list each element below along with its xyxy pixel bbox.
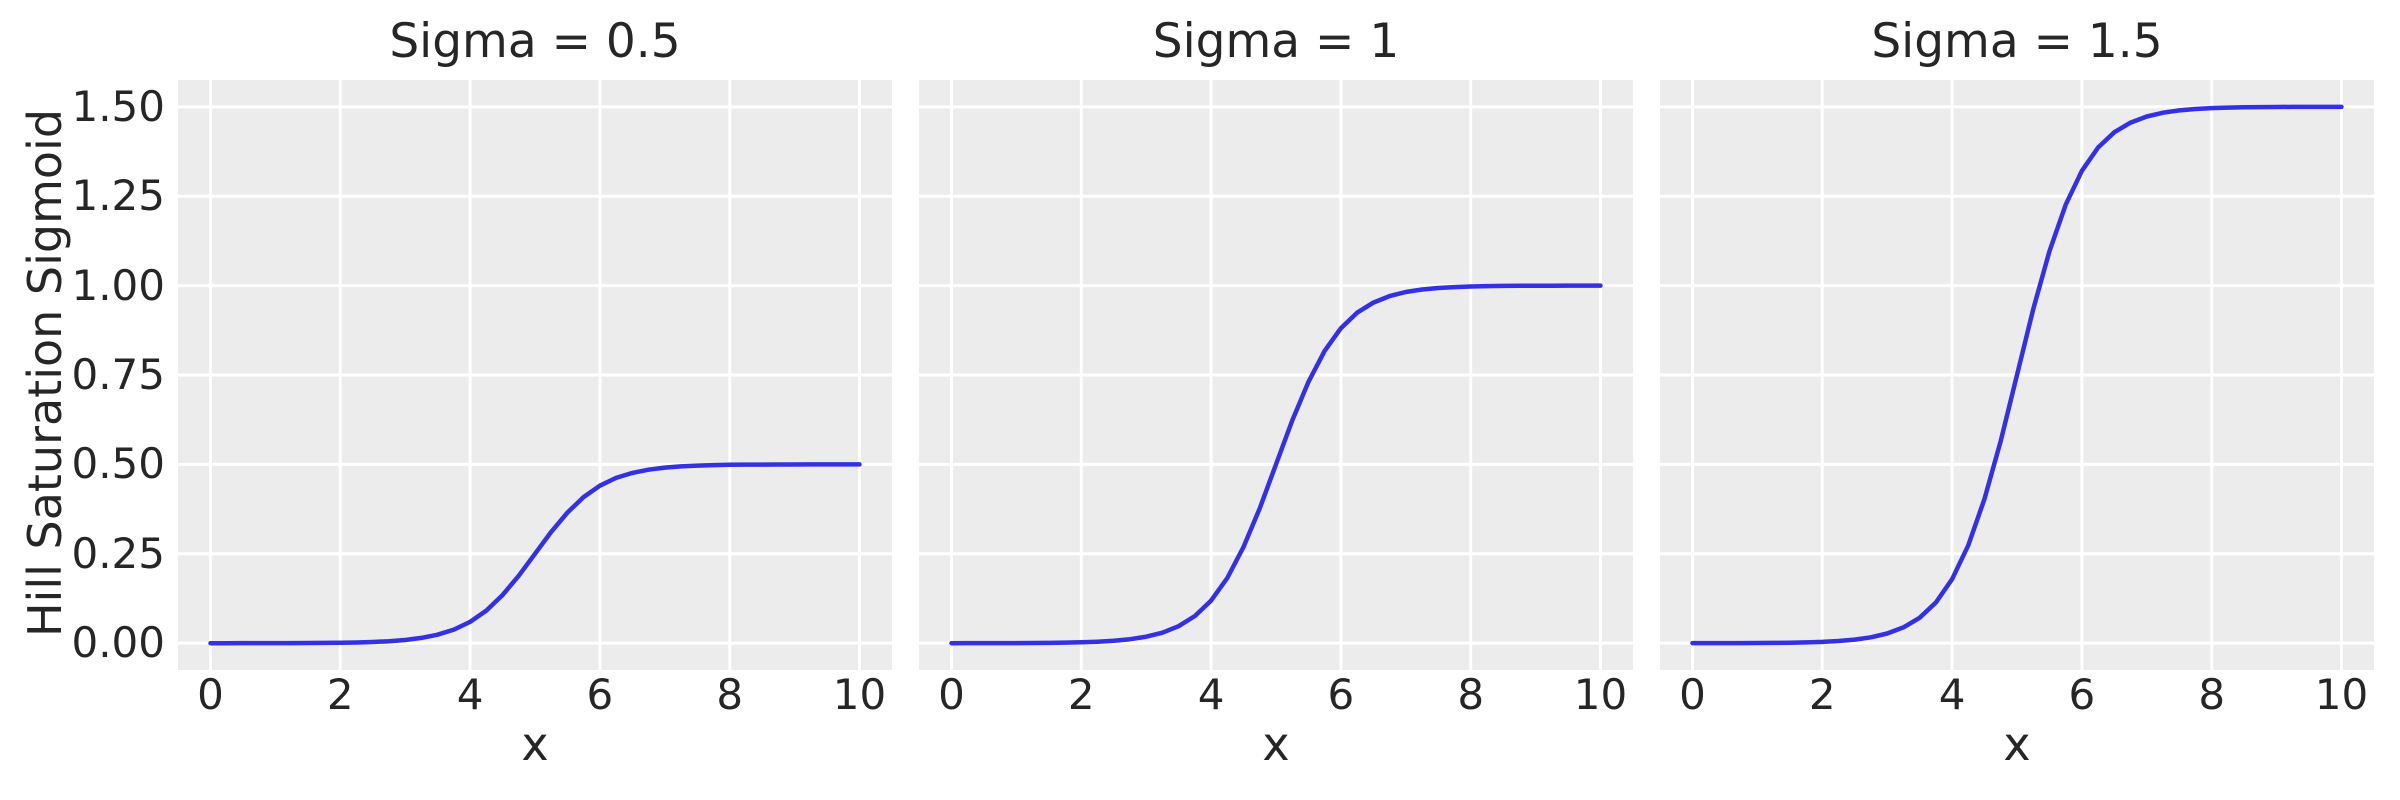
- x-tick-label: 4: [456, 670, 484, 719]
- x-tick-label: 10: [2314, 670, 2369, 719]
- plot-area-2: [919, 80, 1633, 670]
- y-tick-label: 1.50: [71, 81, 165, 131]
- subplot-title: Sigma = 1: [1152, 14, 1400, 69]
- x-tick-label: 10: [1573, 670, 1628, 719]
- y-tick-label: 0.25: [71, 528, 165, 578]
- x-tick-label: 8: [1457, 670, 1485, 719]
- y-tick-label: 1.00: [71, 260, 165, 310]
- plot-area-3: [1660, 80, 2374, 670]
- x-tick-label: 0: [197, 670, 224, 719]
- x-tick-label: 4: [1197, 670, 1225, 719]
- x-axis-label: x: [1262, 717, 1290, 771]
- x-tick-label: 2: [1808, 670, 1836, 719]
- x-axis-label: x: [521, 717, 549, 771]
- x-tick-label: 10: [832, 670, 887, 719]
- sigmoid-curve: [1690, 104, 2344, 646]
- x-tick-label: 2: [1067, 670, 1095, 719]
- sigmoid-curve: [949, 283, 1603, 646]
- x-tick-label: 8: [2198, 670, 2226, 719]
- x-axis-label: x: [2003, 717, 2031, 771]
- x-tick-label: 6: [2068, 670, 2096, 719]
- x-tick-label: 6: [1327, 670, 1355, 719]
- x-tick-label: 4: [1938, 670, 1966, 719]
- x-tick-label: 0: [938, 670, 965, 719]
- x-tick-label: 6: [586, 670, 614, 719]
- subplot-title: Sigma = 1.5: [1871, 14, 2163, 69]
- sigmoid-curve: [208, 462, 862, 646]
- y-tick-label: 0.50: [71, 439, 165, 489]
- subplot-title: Sigma = 0.5: [389, 14, 681, 69]
- x-tick-label: 8: [716, 670, 744, 719]
- x-tick-label: 2: [326, 670, 354, 719]
- y-tick-label: 1.25: [71, 171, 165, 221]
- plot-area-1: [178, 80, 892, 670]
- x-tick-label: 0: [1679, 670, 1706, 719]
- y-tick-label: 0.00: [71, 618, 165, 668]
- y-tick-label: 0.75: [71, 350, 165, 399]
